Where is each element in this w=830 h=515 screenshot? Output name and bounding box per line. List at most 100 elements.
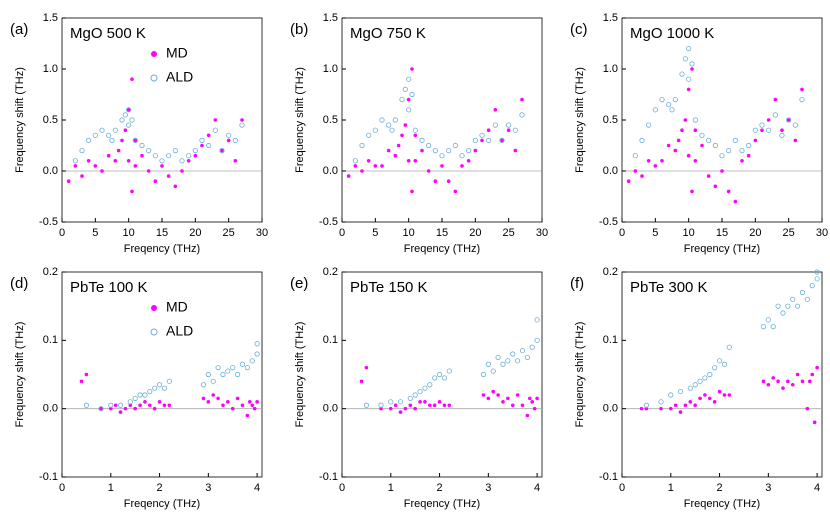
ald-point (686, 76, 692, 82)
md-point (240, 403, 245, 408)
x-tick-label: 2 (156, 482, 162, 494)
y-tick-label: 0.5 (43, 114, 58, 126)
panel-title: PbTe 150 K (350, 279, 428, 296)
ald-point (459, 153, 465, 159)
x-tick-label: 0 (59, 227, 65, 239)
md-point (644, 406, 649, 411)
x-axis-label: Freqency (THz) (684, 498, 760, 510)
ald-point (692, 382, 698, 388)
ald-point (210, 378, 216, 384)
ald-point (669, 107, 675, 113)
md-point (133, 406, 137, 411)
x-tick-label: 15 (436, 227, 448, 239)
ald-point (752, 127, 758, 133)
y-tick-label: 0.2 (603, 266, 618, 278)
y-tick-label: 0.0 (603, 165, 618, 177)
ald-point (480, 371, 487, 378)
ald-point (386, 122, 392, 128)
md-point (167, 403, 172, 408)
ald-point (147, 388, 153, 395)
panel-label: (e) (290, 275, 308, 292)
md-point (413, 159, 418, 163)
md-point (726, 189, 731, 194)
md-point (143, 400, 147, 404)
x-tick-label: 4 (814, 482, 820, 494)
md-point (646, 159, 651, 163)
panel-label: (f) (570, 275, 584, 292)
panel: -0.1 0.0 0.1 0.2 0 1 2 3 4 Freqency (THz) Frequenc… (570, 266, 823, 510)
ald-point (658, 399, 664, 405)
md-point (206, 133, 211, 138)
md-point (683, 403, 688, 408)
md-point (398, 410, 403, 414)
y-tick-label: -0.5 (319, 216, 338, 228)
md-point (113, 159, 118, 163)
md-point (166, 174, 171, 178)
y-tick-label: -0.1 (319, 471, 338, 483)
ald-point (446, 368, 452, 374)
x-tick-label: 5 (372, 227, 378, 239)
md-point (666, 143, 671, 148)
ald-point (352, 158, 358, 164)
ald-point (760, 324, 767, 330)
ald-point (161, 385, 168, 391)
panel: -0.5 0.0 0.5 1.0 1.5 0 5 10 15 20 25 30 Freqency (TH… (10, 12, 268, 255)
ald-point (152, 385, 158, 391)
ald-point (206, 142, 212, 149)
ald-point (83, 402, 89, 408)
ald-point (112, 127, 118, 133)
ald-point (172, 148, 178, 154)
md-point (66, 179, 71, 183)
md-point (153, 179, 158, 183)
md-point (706, 174, 711, 178)
x-tick-label: 25 (223, 227, 235, 239)
md-point (403, 406, 408, 411)
ald-point (739, 148, 745, 154)
y-tick-label: 1.5 (603, 12, 618, 24)
md-point (100, 169, 104, 173)
md-point (800, 379, 805, 384)
x-tick-label: 2 (716, 482, 722, 494)
ald-point (775, 303, 781, 309)
ald-point (712, 142, 718, 149)
md-point (386, 148, 391, 153)
md-point (248, 400, 252, 404)
md-point (760, 128, 764, 132)
ald-point (212, 127, 218, 133)
ald-point (716, 358, 723, 364)
ald-point (780, 310, 786, 316)
ald-point (706, 137, 712, 143)
md-point (446, 179, 451, 183)
ald-point (139, 142, 145, 149)
ald-point (226, 132, 232, 138)
ald-point (486, 137, 492, 143)
x-tick-label: 15 (716, 227, 728, 239)
md-point (771, 376, 776, 380)
ald-point (156, 382, 163, 388)
md-point (106, 153, 111, 158)
md-point (727, 393, 732, 397)
x-tick-label: 5 (652, 227, 658, 239)
md-point (160, 164, 164, 168)
md-point (781, 386, 785, 390)
md-point (206, 400, 211, 404)
legend-marker (150, 74, 158, 82)
ald-point (505, 358, 511, 364)
panel-title: PbTe 100 K (70, 279, 148, 296)
x-tick-label: 4 (254, 482, 260, 494)
x-tick-label: 15 (156, 227, 168, 239)
ald-point (108, 402, 114, 408)
md-point (668, 406, 673, 411)
x-tick-label: 4 (534, 482, 540, 494)
md-point (99, 406, 103, 411)
ald-point (679, 71, 685, 77)
ald-point (86, 137, 92, 143)
ald-point (432, 375, 438, 381)
ald-point (682, 56, 688, 62)
y-axis-label: Frequency shift (THz) (14, 322, 26, 428)
y-tick-label: 0.1 (323, 334, 338, 346)
md-point (678, 410, 683, 414)
ald-point (719, 153, 725, 159)
ald-point (519, 347, 526, 354)
ald-point (702, 375, 708, 381)
